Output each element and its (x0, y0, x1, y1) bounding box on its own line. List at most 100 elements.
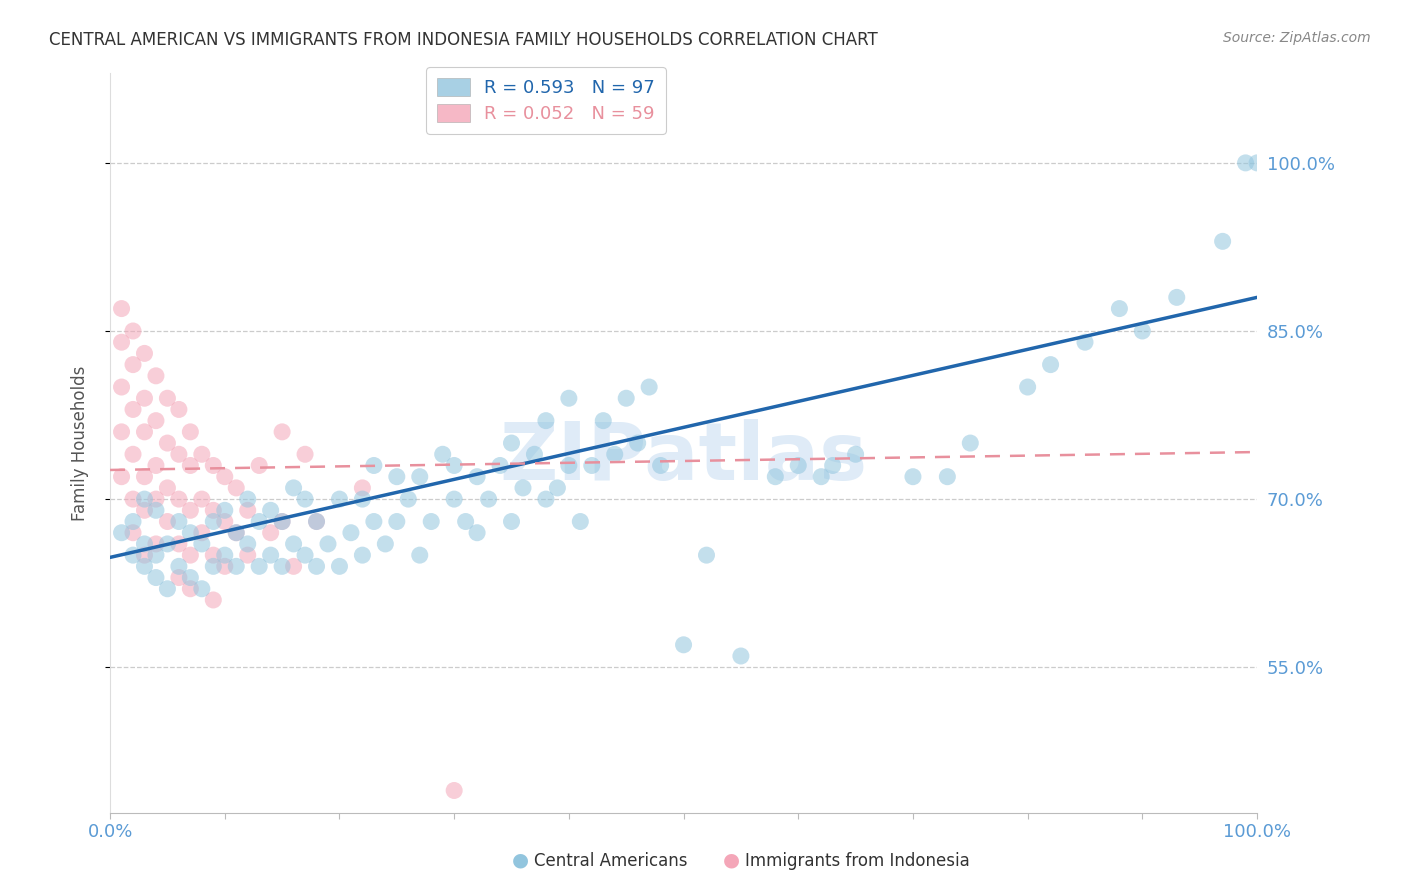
Point (167, 515, 190, 529)
Point (1246, 156, 1268, 170)
Point (179, 503, 201, 517)
Point (145, 492, 167, 507)
Point (283, 537, 305, 551)
Point (202, 503, 225, 517)
Point (134, 537, 156, 551)
Point (363, 515, 385, 529)
Point (614, 391, 637, 405)
Point (283, 481, 305, 495)
Point (110, 380, 132, 394)
Point (1108, 301, 1130, 316)
Point (546, 481, 568, 495)
Point (156, 436, 179, 450)
Text: ZIPatlas: ZIPatlas (499, 419, 868, 497)
Point (179, 548, 201, 562)
Point (352, 548, 374, 562)
Point (167, 402, 190, 417)
Text: Central Americans: Central Americans (534, 852, 688, 870)
Point (259, 548, 281, 562)
Point (443, 492, 465, 507)
Point (214, 559, 236, 574)
Point (465, 525, 488, 540)
Text: Immigrants from Indonesia: Immigrants from Indonesia (745, 852, 970, 870)
Point (695, 548, 717, 562)
Point (179, 570, 201, 584)
Point (259, 503, 281, 517)
Legend: R = 0.593   N = 97, R = 0.052   N = 59: R = 0.593 N = 97, R = 0.052 N = 59 (426, 68, 665, 134)
Point (167, 559, 190, 574)
Point (134, 503, 156, 517)
Point (156, 391, 179, 405)
Point (202, 458, 225, 473)
Point (110, 525, 132, 540)
Point (316, 537, 339, 551)
Point (787, 458, 810, 473)
Text: CENTRAL AMERICAN VS IMMIGRANTS FROM INDONESIA FAMILY HOUSEHOLDS CORRELATION CHAR: CENTRAL AMERICAN VS IMMIGRANTS FROM INDO… (49, 31, 877, 49)
Point (156, 582, 179, 596)
Point (409, 548, 432, 562)
Point (443, 458, 465, 473)
Point (145, 548, 167, 562)
Point (477, 492, 499, 507)
Point (110, 425, 132, 439)
Point (134, 548, 156, 562)
Point (122, 492, 145, 507)
Point (558, 391, 581, 405)
Point (259, 525, 281, 540)
Point (305, 559, 328, 574)
Point (145, 503, 167, 517)
Point (145, 570, 167, 584)
Point (179, 525, 201, 540)
Point (352, 481, 374, 495)
Point (191, 447, 214, 461)
Point (191, 537, 214, 551)
Point (247, 458, 270, 473)
Point (145, 458, 167, 473)
Point (271, 425, 294, 439)
Point (385, 469, 408, 483)
Point (901, 469, 924, 483)
Point (271, 515, 294, 529)
Point (134, 425, 156, 439)
Point (122, 358, 145, 372)
Point (443, 783, 465, 797)
Point (374, 537, 396, 551)
Point (603, 447, 626, 461)
Point (936, 469, 959, 483)
Point (134, 346, 156, 360)
Point (810, 469, 832, 483)
Point (1212, 235, 1234, 249)
Point (214, 515, 236, 529)
Point (328, 559, 350, 574)
Point (1017, 380, 1039, 394)
Point (1130, 324, 1153, 338)
Point (167, 537, 190, 551)
Point (225, 525, 247, 540)
Point (385, 515, 408, 529)
Point (145, 537, 167, 551)
Point (627, 436, 650, 450)
Point (569, 515, 592, 529)
Point (225, 481, 247, 495)
Point (305, 515, 328, 529)
Point (763, 469, 786, 483)
Point (294, 492, 316, 507)
Point (534, 492, 557, 507)
Point (179, 425, 201, 439)
Point (225, 559, 247, 574)
Point (236, 503, 259, 517)
Point (167, 570, 190, 584)
Point (214, 503, 236, 517)
Text: Source: ZipAtlas.com: Source: ZipAtlas.com (1223, 31, 1371, 45)
Point (534, 414, 557, 428)
Point (191, 525, 214, 540)
Point (122, 525, 145, 540)
Point (202, 515, 225, 529)
Point (236, 537, 259, 551)
Point (1074, 335, 1097, 350)
Point (409, 469, 432, 483)
Text: ●: ● (723, 851, 740, 870)
Point (432, 447, 454, 461)
Point (225, 525, 247, 540)
Point (247, 559, 270, 574)
